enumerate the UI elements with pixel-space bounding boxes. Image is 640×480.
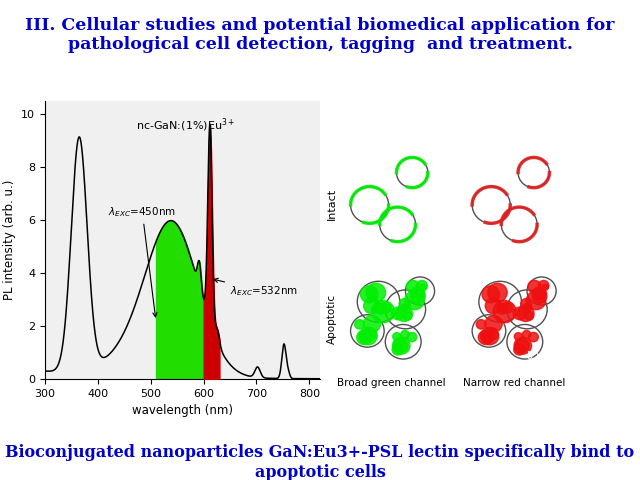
Circle shape (364, 328, 376, 340)
Circle shape (406, 280, 419, 293)
Text: nc-GaN:(1%)Eu$^{3+}$: nc-GaN:(1%)Eu$^{3+}$ (136, 116, 235, 133)
Circle shape (523, 303, 532, 312)
Circle shape (375, 304, 386, 314)
Circle shape (478, 330, 493, 345)
Circle shape (476, 320, 486, 329)
Circle shape (407, 332, 417, 342)
Text: 5 μm: 5 μm (527, 351, 552, 361)
Text: B: B (462, 154, 470, 164)
Circle shape (394, 339, 408, 352)
Circle shape (515, 339, 529, 352)
Circle shape (392, 344, 403, 355)
Circle shape (481, 327, 499, 345)
Text: $\lambda_{EXC}$=532nm: $\lambda_{EXC}$=532nm (214, 278, 298, 298)
Circle shape (356, 330, 371, 345)
Circle shape (401, 303, 410, 312)
Circle shape (513, 307, 526, 320)
Text: Bioconjugated nanoparticles GaN:Eu3+-PSL lectin specifically bind to
apoptotic c: Bioconjugated nanoparticles GaN:Eu3+-PSL… (5, 444, 635, 480)
Circle shape (532, 287, 545, 300)
Circle shape (411, 287, 424, 300)
Circle shape (401, 330, 409, 338)
Text: Narrow red channel: Narrow red channel (463, 378, 565, 388)
Circle shape (355, 320, 364, 329)
Text: Apoptotic: Apoptotic (326, 294, 337, 344)
Circle shape (366, 283, 385, 302)
Circle shape (485, 328, 498, 340)
Circle shape (540, 290, 547, 297)
Circle shape (396, 305, 412, 322)
Text: Broad green channel: Broad green channel (337, 378, 446, 388)
Circle shape (364, 315, 381, 332)
Circle shape (482, 331, 494, 343)
Circle shape (525, 312, 534, 320)
Circle shape (360, 331, 372, 343)
Circle shape (417, 280, 428, 291)
Circle shape (517, 305, 534, 322)
Circle shape (541, 284, 548, 290)
Circle shape (359, 327, 377, 345)
Circle shape (371, 300, 394, 323)
Circle shape (392, 337, 410, 354)
Circle shape (526, 291, 546, 310)
Y-axis label: PL intensity (arb. u.): PL intensity (arb. u.) (3, 180, 15, 300)
Circle shape (392, 307, 404, 320)
Text: $\lambda_{EXC}$=450nm: $\lambda_{EXC}$=450nm (108, 205, 176, 317)
Circle shape (532, 289, 547, 303)
Circle shape (393, 333, 401, 340)
Circle shape (502, 302, 513, 313)
Circle shape (380, 302, 391, 313)
Circle shape (399, 299, 410, 309)
Circle shape (485, 298, 502, 314)
Circle shape (528, 280, 541, 293)
Circle shape (529, 332, 538, 342)
Text: D: D (462, 269, 471, 279)
Text: C: C (340, 269, 349, 279)
Circle shape (493, 300, 516, 323)
Circle shape (515, 333, 522, 340)
Circle shape (538, 280, 549, 291)
Text: Intact: Intact (326, 188, 337, 220)
Circle shape (364, 298, 380, 314)
Circle shape (514, 344, 525, 355)
Circle shape (403, 312, 412, 320)
Circle shape (404, 291, 424, 310)
Text: III. Cellular studies and potential biomedical application for
pathological cell: III. Cellular studies and potential biom… (25, 17, 615, 53)
Circle shape (411, 289, 425, 303)
Circle shape (360, 286, 378, 303)
Circle shape (497, 304, 508, 314)
Circle shape (514, 337, 532, 354)
X-axis label: wavelength (nm): wavelength (nm) (132, 405, 233, 418)
Circle shape (482, 286, 499, 303)
Text: A: A (340, 154, 349, 164)
Circle shape (488, 283, 507, 302)
Circle shape (419, 290, 425, 297)
Circle shape (521, 299, 532, 309)
Circle shape (420, 284, 427, 290)
Circle shape (485, 315, 502, 332)
Circle shape (522, 330, 531, 338)
